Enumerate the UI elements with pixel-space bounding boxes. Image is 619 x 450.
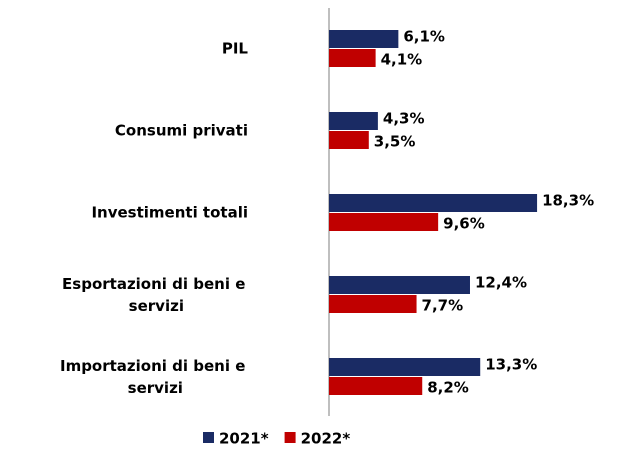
bar	[329, 377, 423, 395]
bar	[329, 30, 399, 48]
category-label: PIL	[222, 40, 249, 58]
bar	[329, 295, 417, 313]
bar	[329, 276, 470, 294]
legend-swatch	[203, 432, 214, 443]
category-label: Investimenti totali	[91, 204, 248, 222]
value-label: 12,4%	[475, 274, 527, 292]
value-label: 7,7%	[422, 297, 464, 315]
bar	[329, 358, 481, 376]
legend-label: 2021*	[219, 430, 269, 448]
value-label: 4,1%	[381, 51, 423, 69]
category-label: Importazioni di beni e servizi	[60, 357, 251, 397]
value-label: 3,5%	[374, 133, 416, 151]
bar	[329, 112, 378, 130]
category-label: Consumi privati	[115, 122, 248, 140]
category-label: Esportazioni di beni e servizi	[62, 275, 251, 315]
legend-swatch	[284, 432, 296, 443]
value-label: 4,3%	[383, 110, 425, 128]
bar	[329, 194, 538, 212]
value-label: 18,3%	[542, 192, 594, 210]
bar	[329, 49, 376, 67]
bar	[329, 131, 369, 149]
value-label: 9,6%	[443, 215, 485, 233]
bar	[329, 213, 439, 231]
value-label: 8,2%	[427, 379, 469, 397]
value-label: 6,1%	[403, 28, 445, 46]
legend-label: 2022*	[301, 430, 351, 448]
value-label: 13,3%	[485, 356, 537, 374]
